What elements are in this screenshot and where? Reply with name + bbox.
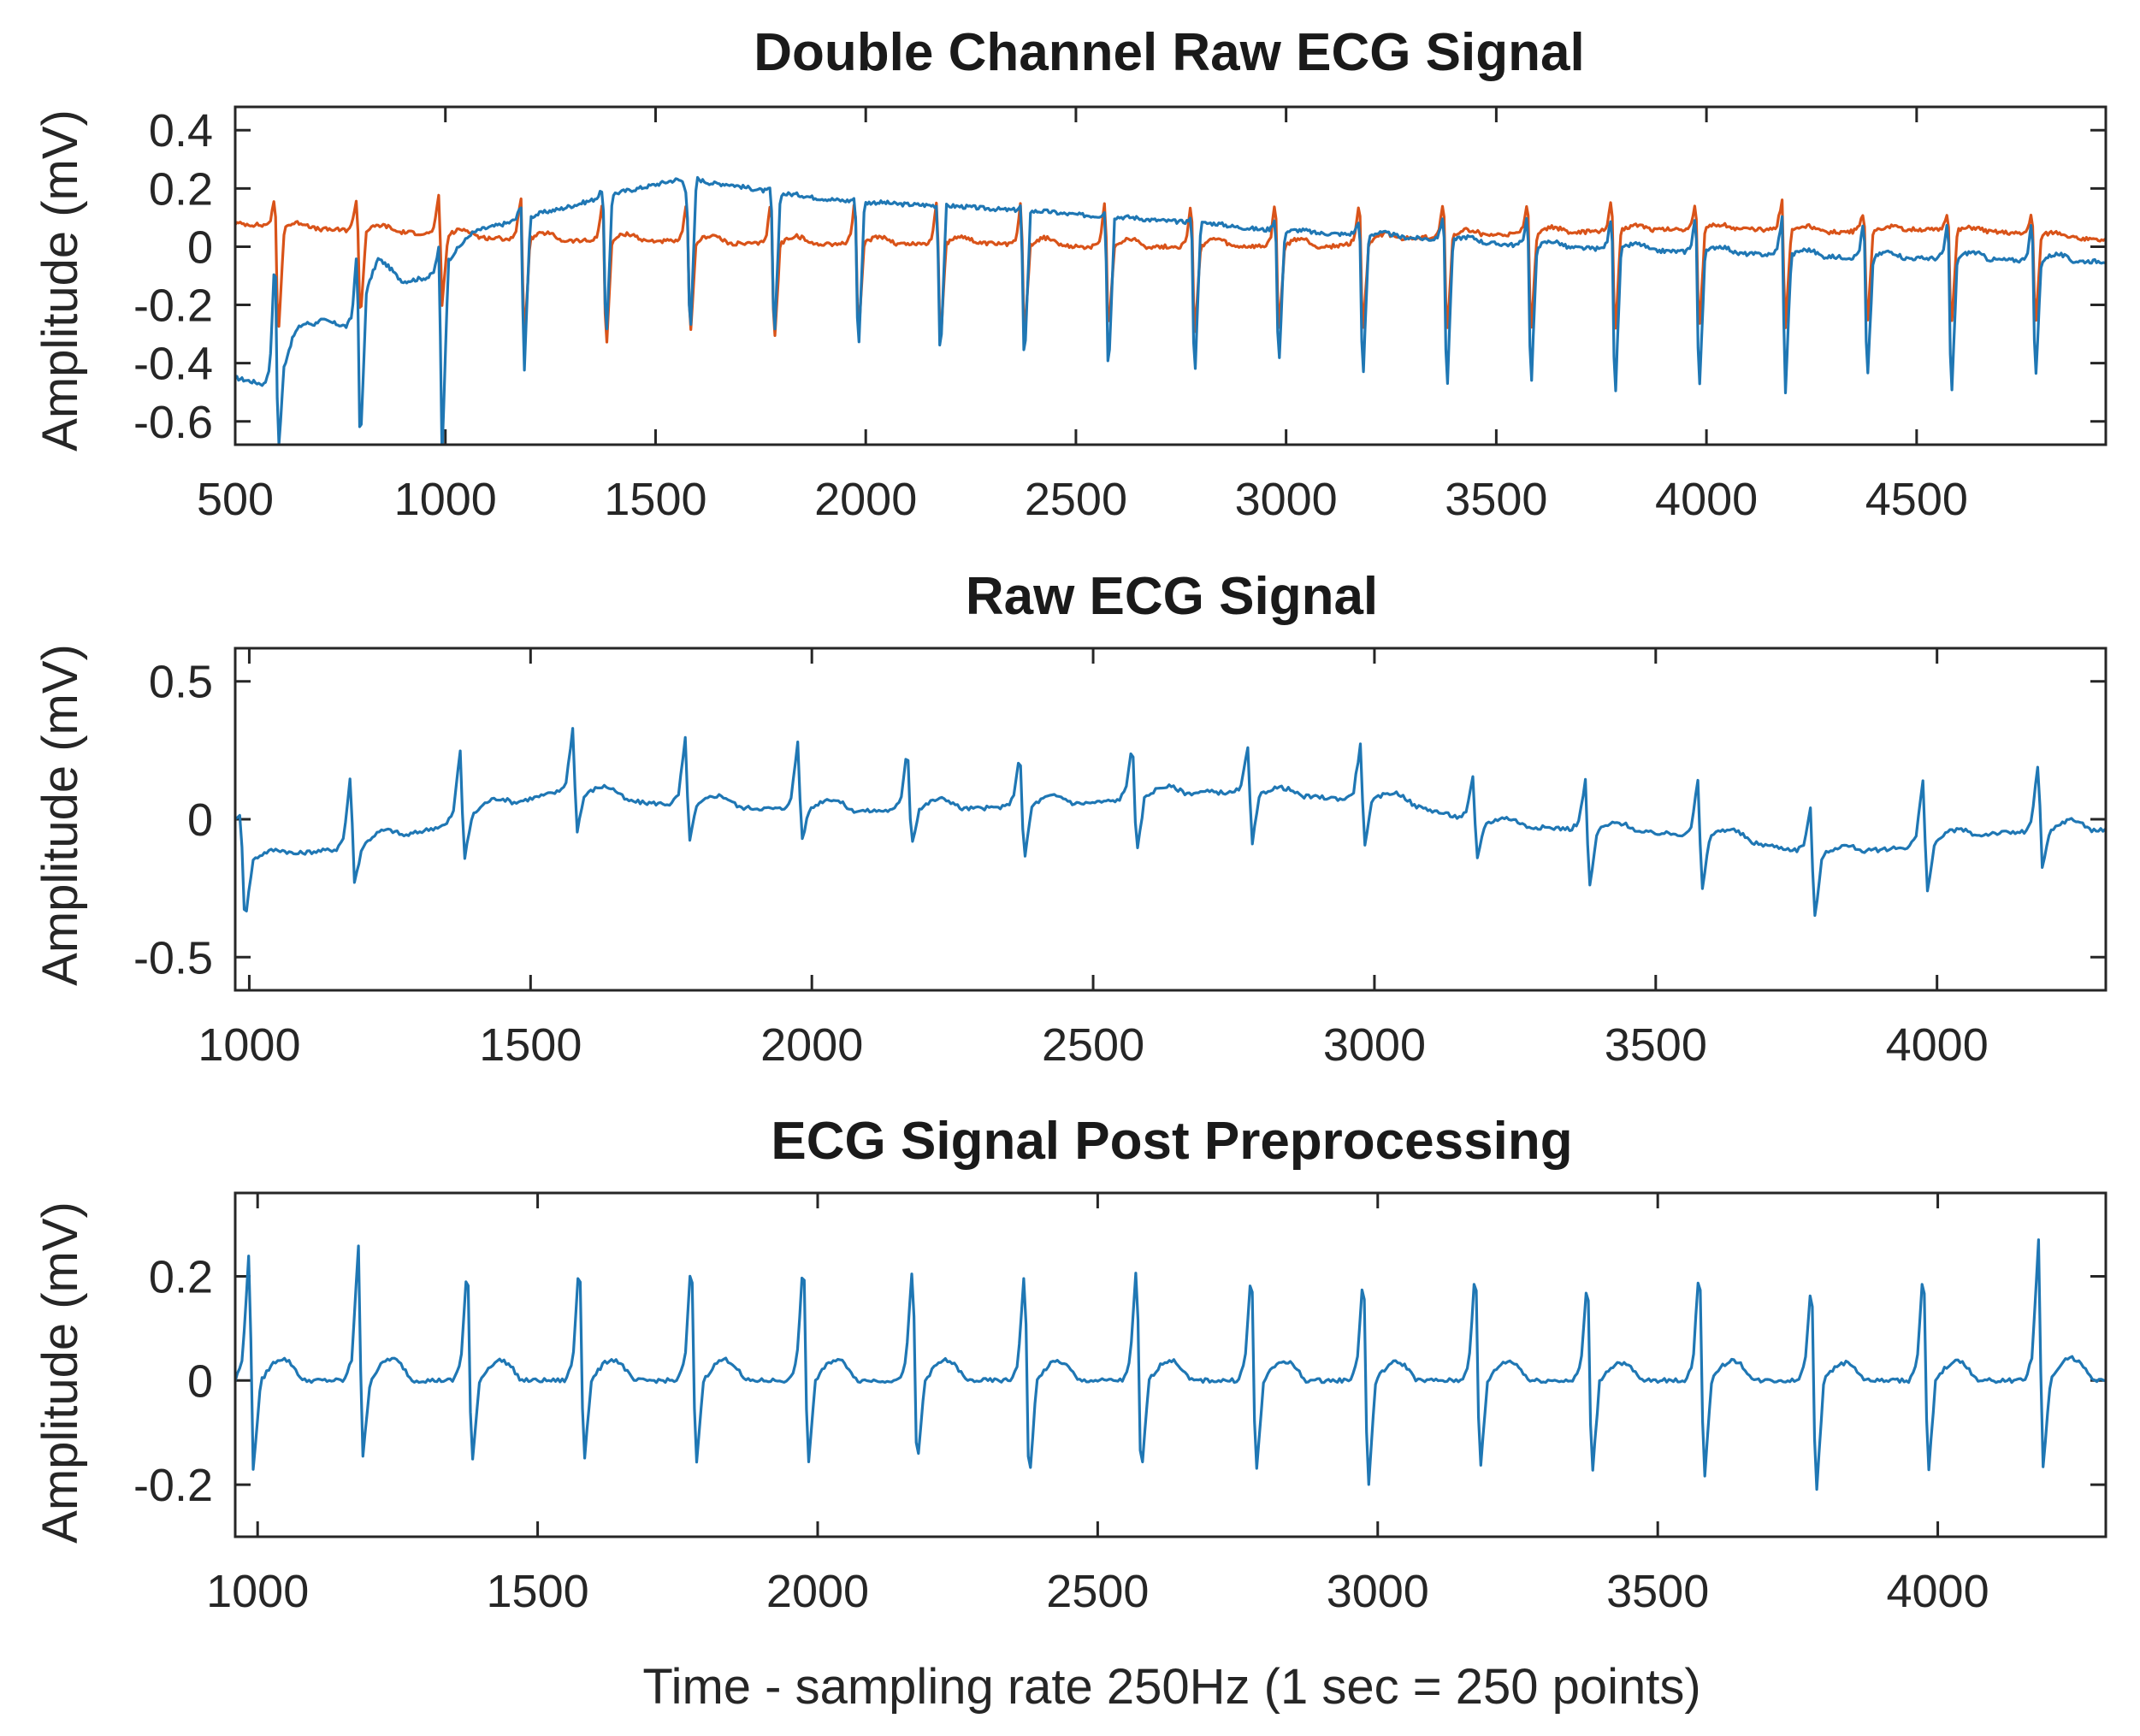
x-tick-label: 3000: [1327, 1566, 1429, 1617]
x-tick-label: 1500: [604, 474, 706, 525]
y-tick-label: 0: [187, 1355, 213, 1407]
series-line-channel-1: [235, 175, 2106, 445]
y-tick-label: 0: [187, 794, 213, 846]
y-tick-label: 0.2: [149, 1251, 213, 1302]
series-group: [235, 1238, 2106, 1491]
panel-double-channel: Double Channel Raw ECG Signal Amplitude …: [33, 23, 2107, 525]
x-tick-label: 2000: [760, 1019, 863, 1071]
y-tick-label: -0.5: [133, 932, 213, 983]
x-tick-label: 2500: [1025, 474, 1127, 525]
x-tick-label: 3000: [1235, 474, 1338, 525]
y-tick-label: -0.2: [133, 1460, 213, 1511]
y-tick-label: -0.4: [133, 339, 213, 390]
y-tick-labels: 0.5 0 -0.5: [133, 657, 2106, 983]
x-axis-label: Time - sampling rate 250Hz (1 sec = 250 …: [642, 1659, 1700, 1715]
x-tick-label: 4000: [1886, 1566, 1989, 1617]
x-tick-label: 1000: [206, 1566, 309, 1617]
x-tick-label: 2000: [814, 474, 917, 525]
y-tick-labels: 0.2 0 -0.2: [133, 1251, 2106, 1511]
y-tick-labels: 0.4 0.2 0 -0.2 -0.4 -0.6: [133, 105, 2106, 448]
y-tick-label: 0.4: [149, 105, 213, 156]
x-tick-label: 2000: [766, 1566, 869, 1617]
series-line-raw-ecg: [235, 727, 2106, 918]
x-tick-labels: 500 1000 1500 2000 2500 3000 3500 4000 4500: [197, 107, 1968, 525]
x-tick-label: 2500: [1046, 1566, 1149, 1617]
y-axis-label: Amplitude (mV): [33, 644, 88, 986]
panel-raw-ecg: Raw ECG Signal Amplitude (mV) 0.5 0 -0.5 1…: [33, 567, 2107, 1071]
x-tick-label: 1500: [487, 1566, 589, 1617]
plot-frame: [234, 647, 2107, 992]
y-tick-label: 0.5: [149, 657, 213, 708]
series-group: [235, 175, 2106, 445]
y-tick-label: -0.2: [133, 280, 213, 332]
series-group: [235, 727, 2106, 918]
x-tick-label: 4000: [1655, 474, 1758, 525]
x-tick-label: 4000: [1886, 1019, 1989, 1071]
panel-post-preprocessing: ECG Signal Post Preprocessing Amplitude …: [33, 1112, 2107, 1715]
x-tick-label: 1000: [394, 474, 497, 525]
x-tick-label: 3500: [1606, 1566, 1709, 1617]
x-tick-label: 1500: [479, 1019, 582, 1071]
chart-title: Double Channel Raw ECG Signal: [754, 23, 1584, 82]
y-axis-label: Amplitude (mV): [33, 1202, 88, 1544]
x-tick-label: 500: [197, 474, 274, 525]
y-tick-label: -0.6: [133, 397, 213, 448]
plot-frame: [234, 105, 2107, 446]
chart-title: Raw ECG Signal: [966, 567, 1378, 626]
series-line-channel-2: [235, 193, 2106, 344]
x-tick-labels: 1000 1500 2000 2500 3000 3500 4000: [206, 1193, 1989, 1617]
x-tick-label: 2500: [1042, 1019, 1144, 1071]
x-tick-label: 3500: [1445, 474, 1547, 525]
plot-frame: [234, 1191, 2107, 1538]
x-tick-label: 1000: [198, 1019, 300, 1071]
y-tick-label: 0: [187, 221, 213, 273]
x-tick-labels: 1000 1500 2000 2500 3000 3500 4000: [198, 648, 1989, 1071]
x-tick-label: 4500: [1865, 474, 1968, 525]
y-tick-label: 0.2: [149, 163, 213, 215]
y-axis-label: Amplitude (mV): [33, 109, 88, 452]
series-line-preprocessed-ecg: [235, 1238, 2106, 1491]
x-tick-label: 3000: [1323, 1019, 1426, 1071]
chart-title: ECG Signal Post Preprocessing: [771, 1112, 1572, 1171]
x-tick-label: 3500: [1605, 1019, 1707, 1071]
